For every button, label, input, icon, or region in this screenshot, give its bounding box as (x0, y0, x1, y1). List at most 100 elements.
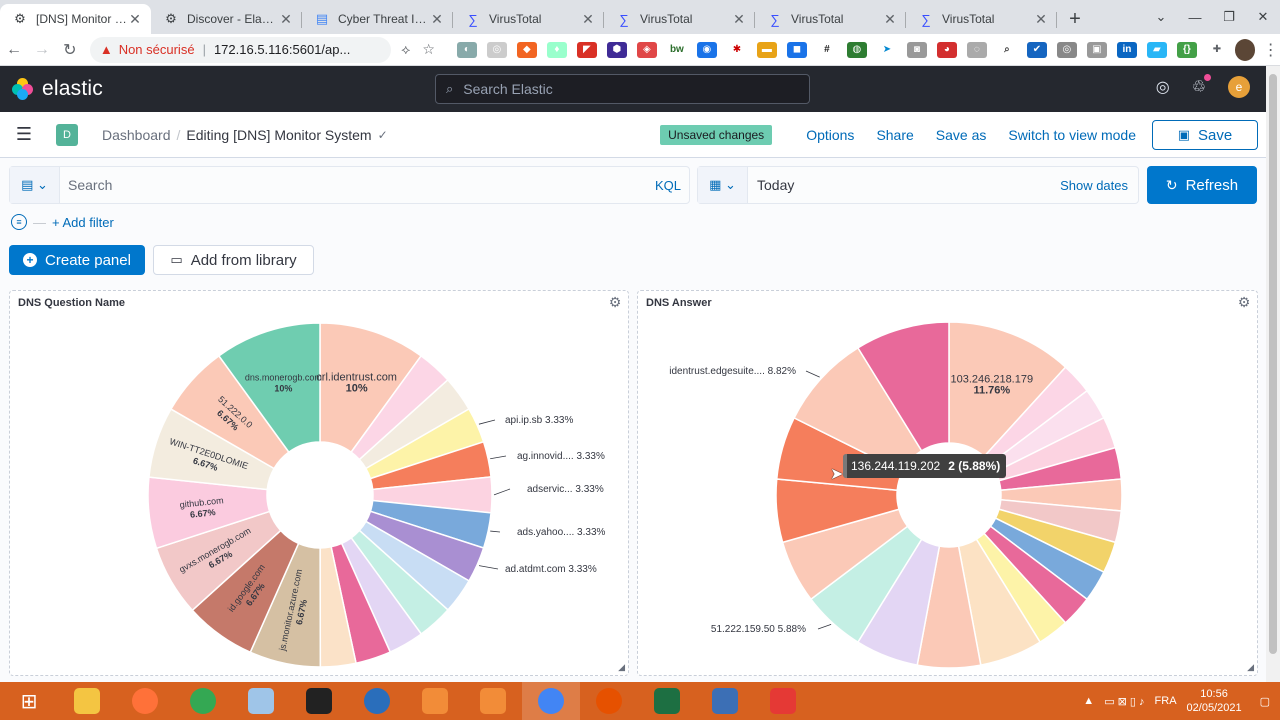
taskbar-paint[interactable] (232, 682, 290, 720)
taskbar-remote-desktop[interactable] (696, 682, 754, 720)
extension-icon[interactable]: ◉ (696, 41, 717, 58)
extension-icon[interactable]: ⌕ (996, 41, 1017, 58)
profile-avatar[interactable] (1234, 38, 1256, 61)
taskbar-file-explorer[interactable] (58, 682, 116, 720)
taskbar-chrome[interactable] (174, 682, 232, 720)
extension-icon[interactable]: ♦ (546, 41, 567, 58)
save-button[interactable]: ▣ Save (1152, 120, 1258, 150)
gear-icon[interactable]: ⚙ (1237, 294, 1251, 310)
bookmark-star-icon[interactable]: ☆ (422, 41, 435, 57)
extension-icon[interactable]: bw (666, 41, 687, 58)
tray-chevron-icon[interactable]: ▲ (1083, 695, 1095, 707)
page-scrollbar[interactable] (1266, 66, 1280, 682)
translate-icon[interactable]: ⟡ (401, 41, 411, 57)
taskbar-terminal[interactable] (290, 682, 348, 720)
browser-menu-icon[interactable]: ⋮ (1262, 41, 1279, 59)
taskbar-chrome-active[interactable] (522, 682, 580, 720)
close-tab-icon[interactable]: ✕ (1035, 10, 1047, 27)
create-panel-button[interactable]: + Create panel (9, 245, 145, 275)
extension-icon[interactable]: ◤ (576, 41, 597, 58)
browser-tab-virustotal[interactable]: ∑ VirusTotal ✕ (604, 4, 755, 34)
browser-tab-dns-monitor[interactable]: ⚙ [DNS] Monitor Sys ✕ (0, 4, 151, 34)
extension-icon[interactable]: ⬢ (606, 41, 627, 58)
user-avatar[interactable]: e (1228, 76, 1250, 98)
extension-icon[interactable]: ◎ (486, 41, 507, 58)
close-tab-icon[interactable]: ✕ (280, 10, 292, 27)
extension-icon[interactable]: ✱ (726, 41, 747, 58)
extension-icon[interactable]: ▬ (756, 41, 777, 58)
close-tab-icon[interactable]: ✕ (884, 10, 896, 27)
extension-icon[interactable]: ◍ (846, 41, 867, 58)
refresh-button[interactable]: ↻ Refresh (1147, 166, 1257, 204)
scrollbar-thumb[interactable] (1269, 74, 1277, 654)
extension-icon[interactable]: ✔ (1026, 41, 1047, 58)
date-range-text[interactable]: Today (757, 177, 795, 193)
news-feed-icon[interactable]: ♲ (1192, 74, 1211, 97)
calendar-icon[interactable]: ▦ ⌄ (698, 167, 748, 203)
taskbar-thunderbird[interactable] (348, 682, 406, 720)
restore-icon[interactable]: ❐ (1223, 9, 1235, 24)
kql-language-toggle[interactable]: KQL (654, 177, 681, 193)
close-tab-icon[interactable]: ✕ (733, 10, 745, 27)
tray-icons[interactable]: ▭ ⊠ ▯ ♪ (1104, 695, 1145, 708)
save-as-link[interactable]: Save as (935, 127, 987, 143)
query-input[interactable]: Search (68, 177, 113, 193)
extension-icon[interactable]: ▰ (1146, 41, 1167, 58)
saved-query-menu-icon[interactable]: ▤ ⌄ (10, 167, 60, 203)
clock[interactable]: 10:56 02/05/2021 (1187, 687, 1242, 715)
extension-icon[interactable]: {} (1176, 41, 1197, 58)
chevron-down-icon[interactable]: ✓ (377, 127, 388, 142)
extension-icon[interactable]: ▣ (1086, 41, 1107, 58)
pie-slice[interactable] (856, 321, 950, 452)
reload-icon[interactable]: ↻ (63, 41, 77, 59)
extension-icon[interactable]: ◼ (786, 41, 807, 58)
help-icon[interactable]: ◎ (1155, 79, 1170, 96)
keyboard-language[interactable]: FRA (1154, 695, 1177, 707)
address-bar[interactable]: ▲ Non sécurisé | 172.16.5.116:5601/ap... (89, 36, 392, 63)
close-tab-icon[interactable]: ✕ (431, 10, 443, 27)
tab-search-icon[interactable]: ⌄ (1155, 9, 1167, 24)
minimize-icon[interactable]: — (1188, 9, 1202, 25)
browser-tab-discover[interactable]: ⚙ Discover - Elastic ✕ (151, 4, 302, 34)
taskbar-app[interactable] (754, 682, 812, 720)
extension-icon[interactable]: in (1116, 41, 1137, 58)
pie-slice[interactable] (948, 321, 1067, 458)
hamburger-menu-icon[interactable]: ☰ (15, 124, 33, 144)
close-window-icon[interactable]: ✕ (1257, 9, 1269, 24)
taskbar-excel[interactable] (638, 682, 696, 720)
taskbar-firefox[interactable] (116, 682, 174, 720)
global-search-input[interactable]: ⌕ Search Elastic (435, 74, 810, 104)
extension-icon[interactable]: ◈ (636, 41, 657, 58)
breadcrumb-dashboard[interactable]: Dashboard (102, 126, 171, 143)
extension-icon[interactable]: ◙ (906, 41, 927, 58)
notifications-icon[interactable]: ▢ (1259, 695, 1270, 708)
gear-icon[interactable]: ⚙ (608, 294, 622, 310)
share-link[interactable]: Share (876, 127, 914, 143)
close-tab-icon[interactable]: ✕ (582, 10, 594, 27)
browser-tab-virustotal[interactable]: ∑ VirusTotal ✕ (906, 4, 1057, 34)
space-avatar[interactable]: D (56, 123, 78, 146)
taskbar-app[interactable] (580, 682, 638, 720)
extensions-puzzle-icon[interactable]: ✚ (1206, 41, 1227, 58)
browser-tab-cyber-threat[interactable]: ▤ Cyber Threat Intel ✕ (302, 4, 453, 34)
resize-handle-icon[interactable]: ◢ (618, 662, 625, 672)
extension-icon[interactable]: ➤ (876, 41, 897, 58)
options-link[interactable]: Options (806, 127, 855, 143)
new-tab-icon[interactable]: + (1069, 7, 1081, 30)
pie-slice[interactable] (217, 322, 321, 454)
extension-icon[interactable]: ◆ (516, 41, 537, 58)
add-filter-link[interactable]: + Add filter (52, 214, 114, 230)
switch-to-view-mode-link[interactable]: Switch to view mode (1008, 127, 1136, 143)
extension-icon[interactable]: ◎ (1056, 41, 1077, 58)
back-icon[interactable]: ← (5, 40, 22, 58)
extension-icon[interactable]: ◐ (456, 41, 477, 58)
filter-options-icon[interactable]: ≡ (11, 214, 27, 230)
forward-icon[interactable]: → (33, 40, 50, 58)
elastic-logo[interactable]: elastic (12, 77, 103, 101)
extension-icon[interactable]: ◌ (966, 41, 987, 58)
taskbar-app[interactable] (406, 682, 464, 720)
browser-tab-virustotal[interactable]: ∑ VirusTotal ✕ (755, 4, 906, 34)
resize-handle-icon[interactable]: ◢ (1247, 662, 1254, 672)
start-button[interactable]: ⊞ (0, 682, 58, 720)
add-from-library-button[interactable]: ▭ Add from library (153, 245, 314, 275)
